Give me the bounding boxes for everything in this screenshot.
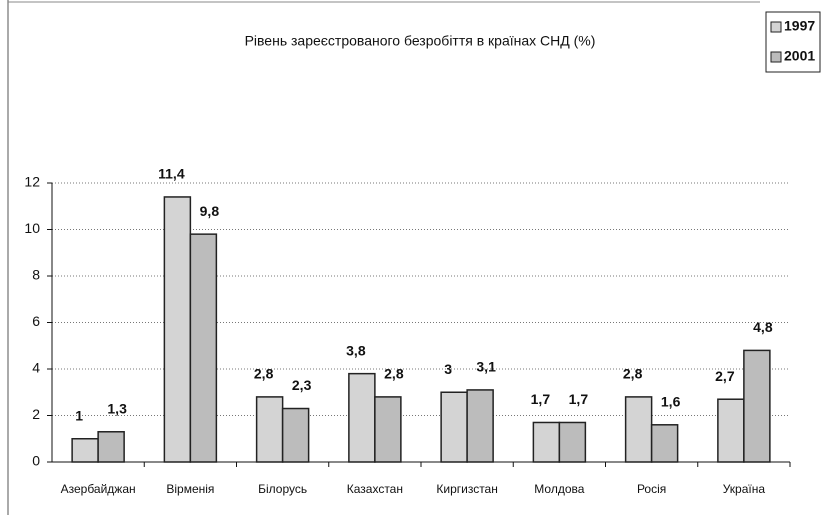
bar <box>624 396 653 463</box>
value-label: 3,8 <box>346 342 366 358</box>
value-label: 3,1 <box>476 359 496 375</box>
bar <box>650 424 679 463</box>
bar <box>717 398 745 463</box>
y-tick-label: 0 <box>32 453 40 469</box>
legend-swatch <box>770 21 782 33</box>
value-label: 4,8 <box>753 319 773 335</box>
x-tick-label: Казахстан <box>347 482 403 496</box>
x-tick-label: Азербайджан <box>61 482 136 496</box>
value-label: 3 <box>444 361 452 377</box>
y-tick-label: 8 <box>32 267 40 283</box>
x-tick-label: Вірменія <box>166 482 214 496</box>
value-label: 2,8 <box>623 366 643 382</box>
bar <box>348 372 376 463</box>
bar <box>255 396 284 463</box>
bar <box>97 431 125 463</box>
x-tick-label: Україна <box>723 482 766 496</box>
value-label: 1,6 <box>661 394 681 410</box>
bar <box>743 349 771 463</box>
bar <box>374 396 402 463</box>
x-tick-label: Білорусь <box>258 482 307 496</box>
y-tick-label: 12 <box>24 174 40 190</box>
y-tick-label: 10 <box>24 220 40 236</box>
value-label: 1,7 <box>531 391 551 407</box>
y-tick-label: 6 <box>32 313 40 329</box>
bar <box>558 421 587 463</box>
bar <box>281 407 310 463</box>
y-tick-label: 4 <box>32 360 40 376</box>
legend-swatch <box>770 51 782 63</box>
bar <box>71 438 99 463</box>
bar <box>532 421 561 463</box>
value-label: 2,8 <box>254 366 274 382</box>
legend-label: 1997 <box>784 18 815 34</box>
value-label: 2,8 <box>384 366 404 382</box>
y-tick-label: 2 <box>32 406 40 422</box>
value-label: 2,7 <box>715 368 735 384</box>
bar <box>466 389 494 463</box>
legend-label: 2001 <box>784 48 815 64</box>
bar <box>440 391 468 463</box>
value-label: 9,8 <box>200 203 220 219</box>
value-label: 1 <box>75 407 83 423</box>
value-label: 2,3 <box>292 377 312 393</box>
chart-title: Рівень зареєстрованого безробіття в краї… <box>245 33 596 49</box>
x-tick-label: Росія <box>637 482 666 496</box>
bar <box>189 233 218 463</box>
bar <box>163 196 192 463</box>
value-label: 1,7 <box>569 391 589 407</box>
value-label: 1,3 <box>107 400 127 416</box>
x-tick-label: Молдова <box>534 482 584 496</box>
x-tick-label: Киргизстан <box>436 482 497 496</box>
value-label: 11,4 <box>158 166 185 182</box>
